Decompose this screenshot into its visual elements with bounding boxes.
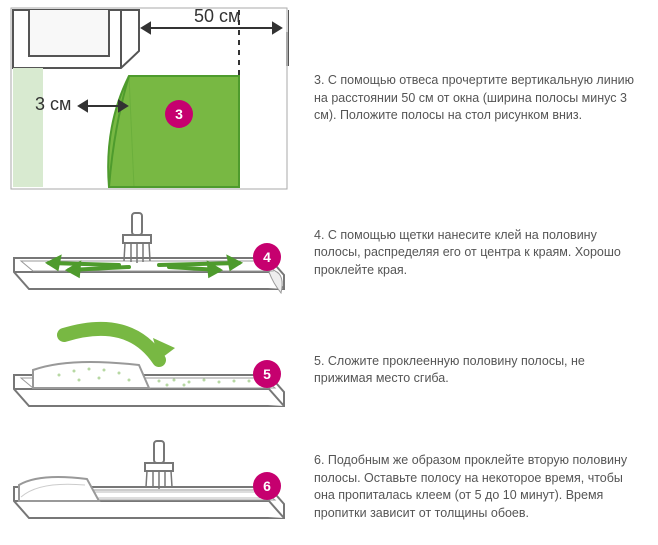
step-6-row: 6 6. Подобным же образом проклейте втору… — [0, 431, 658, 543]
step-3-text: 3. С помощью отвеса прочертите вертикаль… — [294, 72, 640, 125]
step-4-badge: 4 — [263, 249, 271, 265]
step-4-row: 4 4. С помощью щетки нанесите клей на по… — [0, 197, 658, 309]
step-3-badge: 3 — [175, 106, 183, 122]
step-6-illustration: 6 — [4, 437, 294, 537]
step-5-badge: 5 — [263, 366, 271, 382]
step-4-illustration: 4 — [4, 203, 294, 303]
step-4-text: 4. С помощью щетки нанесите клей на поло… — [294, 227, 640, 280]
step-6-badge: 6 — [263, 478, 271, 494]
step-3-illustration: 50 см — [4, 6, 294, 191]
dim-50cm-label: 50 см — [194, 6, 240, 26]
step-5-illustration: 5 — [4, 315, 294, 425]
step-6-text: 6. Подобным же образом проклейте вторую … — [294, 452, 640, 522]
dim-3cm-label: 3 см — [35, 94, 71, 114]
step-5-text: 5. Сложите проклеенную половину полосы, … — [294, 353, 640, 388]
step-3-row: 50 см — [0, 0, 658, 197]
step-5-row: 5 5. Сложите проклеенную половину полосы… — [0, 309, 658, 431]
